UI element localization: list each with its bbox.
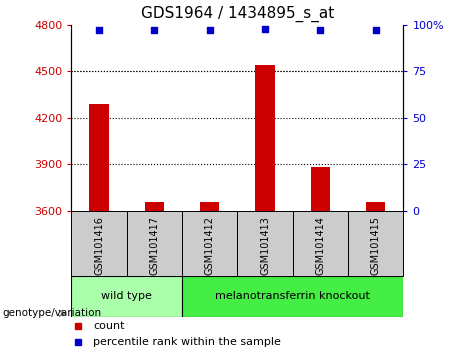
Point <box>261 26 269 32</box>
Bar <box>200 202 219 211</box>
Point <box>95 28 103 33</box>
Text: wild type: wild type <box>101 291 152 302</box>
Bar <box>71 276 182 317</box>
Text: melanotransferrin knockout: melanotransferrin knockout <box>215 291 370 302</box>
Point <box>151 28 158 33</box>
Text: GSM101415: GSM101415 <box>371 216 381 275</box>
Text: count: count <box>93 321 124 331</box>
Text: GSM101412: GSM101412 <box>205 216 215 275</box>
Bar <box>237 211 293 276</box>
Text: percentile rank within the sample: percentile rank within the sample <box>93 337 281 347</box>
Bar <box>89 104 109 211</box>
Text: GSM101414: GSM101414 <box>315 216 325 275</box>
Bar <box>127 211 182 276</box>
Title: GDS1964 / 1434895_s_at: GDS1964 / 1434895_s_at <box>141 6 334 22</box>
Bar <box>182 211 237 276</box>
Bar <box>182 276 403 317</box>
Point <box>206 28 213 33</box>
Text: genotype/variation: genotype/variation <box>2 308 101 318</box>
Bar <box>366 201 385 211</box>
Text: GSM101416: GSM101416 <box>94 216 104 275</box>
Text: GSM101413: GSM101413 <box>260 216 270 275</box>
Text: GSM101417: GSM101417 <box>149 216 160 275</box>
Bar <box>255 65 275 211</box>
Bar <box>348 211 403 276</box>
Point <box>372 28 379 33</box>
Bar <box>145 201 164 211</box>
Bar <box>311 167 330 211</box>
Bar <box>293 211 348 276</box>
Bar <box>71 211 127 276</box>
Point <box>317 28 324 33</box>
